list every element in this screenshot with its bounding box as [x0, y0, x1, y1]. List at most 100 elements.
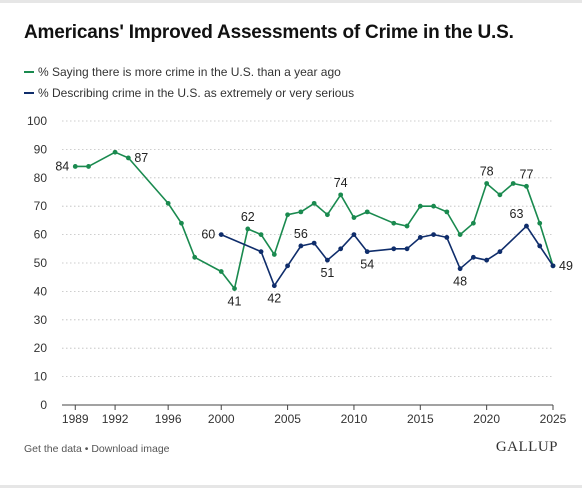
legend-item-more-crime: % Saying there is more crime in the U.S.…	[24, 65, 341, 79]
data-point	[537, 243, 543, 249]
data-point	[86, 164, 91, 169]
x-tick-label: 2015	[407, 412, 434, 426]
data-point	[364, 209, 370, 215]
chart-title: Americans' Improved Assessments of Crime…	[24, 22, 514, 43]
data-point	[404, 246, 410, 252]
data-point	[470, 254, 476, 260]
legend-item-serious-crime: % Describing crime in the U.S. as extrem…	[24, 86, 354, 100]
data-point	[258, 232, 264, 238]
y-tick-label: 60	[34, 228, 48, 242]
data-point	[218, 232, 224, 238]
data-point	[271, 252, 277, 257]
y-tick-label: 40	[34, 284, 48, 298]
x-tick-label: 2025	[540, 412, 567, 426]
series-line-more-crime	[75, 151, 554, 290]
data-point	[457, 232, 463, 238]
data-point	[510, 181, 516, 186]
data-label: 48	[453, 275, 467, 289]
legend-swatch-more-crime	[24, 70, 34, 73]
data-point	[325, 212, 330, 218]
data-point	[484, 181, 490, 186]
data-point	[404, 223, 410, 229]
data-label: 74	[334, 176, 348, 190]
bottom-divider	[0, 485, 582, 488]
data-point	[338, 246, 344, 252]
get-data-link[interactable]: Get the data	[24, 443, 82, 455]
data-point	[391, 220, 397, 226]
data-point	[497, 192, 503, 198]
data-point	[218, 269, 224, 274]
data-point	[258, 249, 264, 255]
data-label: 84	[55, 159, 69, 173]
data-point	[179, 220, 184, 226]
y-tick-label: 50	[34, 256, 48, 270]
data-point	[524, 223, 529, 229]
data-point	[311, 240, 317, 246]
data-point	[550, 263, 556, 269]
data-point	[524, 183, 529, 189]
y-tick-label: 100	[27, 114, 47, 128]
download-image-link[interactable]: Download image	[91, 443, 170, 455]
data-label: 51	[320, 266, 334, 280]
data-point	[351, 215, 357, 220]
x-tick-label: 2020	[473, 412, 500, 426]
data-label: 60	[201, 228, 215, 242]
data-point	[364, 249, 370, 255]
data-point	[298, 209, 304, 215]
data-label: 54	[360, 258, 374, 272]
x-tick-label: 2010	[341, 412, 368, 426]
data-point	[484, 257, 490, 263]
data-point	[245, 226, 251, 232]
data-point	[112, 149, 118, 155]
footer-separator: •	[81, 443, 92, 455]
x-tick-label: 2005	[274, 412, 301, 426]
gallup-logo: GALLUP	[495, 439, 558, 455]
x-tick-label: 1992	[102, 412, 129, 426]
legend-label-more-crime: % Saying there is more crime in the U.S.…	[38, 65, 341, 79]
legend-label-serious-crime: % Describing crime in the U.S. as extrem…	[38, 86, 355, 100]
x-tick-label: 1989	[62, 412, 89, 426]
data-point	[165, 200, 171, 206]
y-tick-label: 10	[34, 370, 48, 384]
data-point	[311, 200, 317, 206]
y-tick-label: 20	[34, 341, 48, 355]
y-tick-label: 0	[40, 398, 47, 412]
data-label: 87	[134, 151, 148, 165]
data-label: 62	[241, 210, 255, 224]
data-point	[470, 220, 476, 226]
y-tick-label: 70	[34, 199, 48, 213]
data-point	[417, 203, 423, 209]
data-point	[417, 235, 423, 240]
data-point	[285, 263, 290, 269]
data-point	[391, 246, 397, 252]
series-line-serious-crime	[220, 225, 554, 287]
data-point	[232, 286, 237, 291]
data-label: 41	[228, 295, 242, 309]
data-point	[325, 257, 330, 263]
y-tick-label: 80	[34, 171, 48, 185]
x-tick-label: 2000	[208, 412, 235, 426]
y-tick-label: 30	[34, 313, 48, 327]
data-point	[125, 155, 131, 161]
data-point	[444, 235, 450, 240]
data-label: 63	[510, 207, 524, 221]
data-point	[444, 209, 450, 215]
data-point	[457, 266, 463, 272]
data-point	[72, 164, 78, 169]
data-point	[271, 283, 277, 289]
data-point	[285, 212, 290, 218]
data-point	[298, 243, 304, 249]
data-point	[537, 220, 543, 226]
x-tick-label: 1996	[155, 412, 182, 426]
data-point	[431, 232, 436, 238]
data-point	[192, 254, 198, 260]
data-point	[431, 203, 436, 209]
footer-links: Get the data • Download image	[24, 443, 170, 455]
y-tick-label: 90	[34, 142, 48, 156]
data-label: 56	[294, 227, 308, 241]
data-point	[338, 192, 344, 198]
data-label: 49	[559, 259, 573, 273]
top-divider	[0, 0, 582, 3]
data-label: 42	[267, 292, 281, 306]
